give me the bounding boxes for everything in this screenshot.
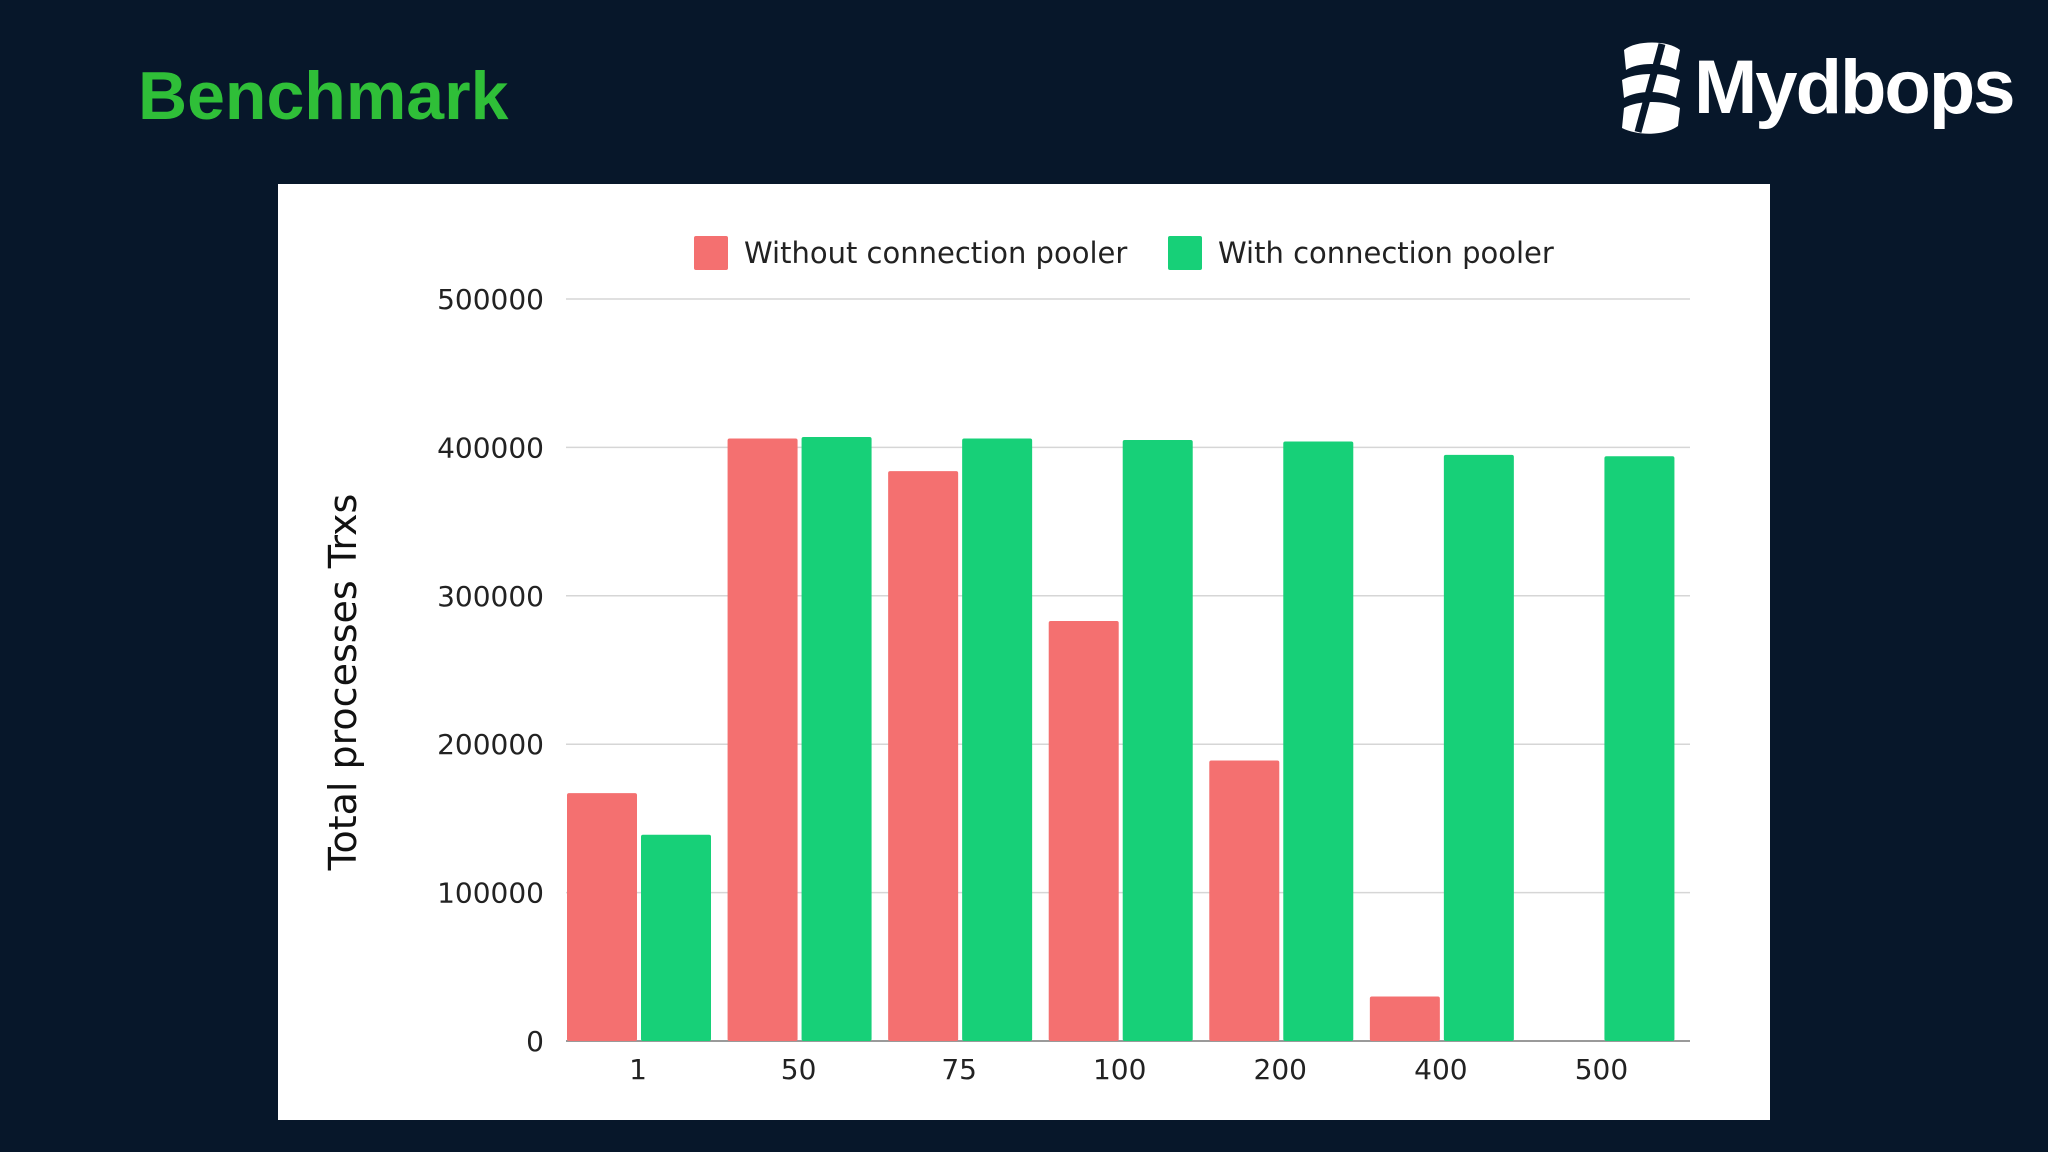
x-tick-label: 400 xyxy=(1414,1053,1467,1086)
logo-text: Mydbops xyxy=(1694,45,2016,130)
slide-title: Benchmark xyxy=(138,58,509,134)
bar-without-pooler-200 xyxy=(1209,760,1280,1041)
legend-swatch xyxy=(1168,236,1202,270)
bar-without-pooler-100 xyxy=(1048,621,1119,1041)
y-axis-ticks: 0 100000 200000 300000 400000 500000 xyxy=(437,283,544,1058)
x-tick-label: 200 xyxy=(1254,1053,1307,1086)
y-tick-label: 200000 xyxy=(437,728,544,761)
x-tick-label: 50 xyxy=(781,1053,817,1086)
bar-with-pooler-75 xyxy=(962,438,1033,1042)
y-tick-label: 500000 xyxy=(437,283,544,316)
bar-without-pooler-75 xyxy=(888,471,959,1041)
x-tick-label: 1 xyxy=(629,1053,647,1086)
legend-label: Without connection pooler xyxy=(744,236,1127,270)
x-tick-label: 500 xyxy=(1575,1053,1628,1086)
x-tick-label: 100 xyxy=(1093,1053,1146,1086)
y-tick-label: 100000 xyxy=(437,877,544,910)
bar-with-pooler-500 xyxy=(1604,456,1675,1042)
bars xyxy=(567,437,1675,1042)
y-tick-label: 0 xyxy=(526,1025,544,1058)
bar-without-pooler-1 xyxy=(567,793,637,1041)
y-axis-label: Total processes Trxs xyxy=(321,494,365,872)
mydbops-logo-icon xyxy=(1622,42,1680,134)
bar-chart: 0 100000 200000 300000 400000 500000 1 50 75 100… xyxy=(321,236,1690,1086)
x-tick-label: 75 xyxy=(941,1053,977,1086)
legend-swatch xyxy=(694,236,728,270)
legend: Without connection pooler With connection… xyxy=(694,236,1554,270)
y-tick-label: 400000 xyxy=(437,431,544,464)
bar-with-pooler-200 xyxy=(1283,441,1354,1041)
bar-with-pooler-1 xyxy=(641,834,711,1041)
x-axis-ticks: 1 50 75 100 200 400 500 xyxy=(629,1053,1628,1086)
bar-with-pooler-100 xyxy=(1122,439,1193,1041)
bar-without-pooler-50 xyxy=(727,438,798,1042)
bar-without-pooler-400 xyxy=(1369,996,1440,1041)
bar-with-pooler-400 xyxy=(1443,454,1514,1041)
y-tick-label: 300000 xyxy=(437,580,544,613)
legend-label: With connection pooler xyxy=(1218,236,1554,270)
mydbops-logo: Mydbops xyxy=(1616,38,2016,138)
bar-with-pooler-50 xyxy=(801,437,872,1042)
chart-card: 0 100000 200000 300000 400000 500000 1 50 75 100… xyxy=(278,184,1770,1120)
